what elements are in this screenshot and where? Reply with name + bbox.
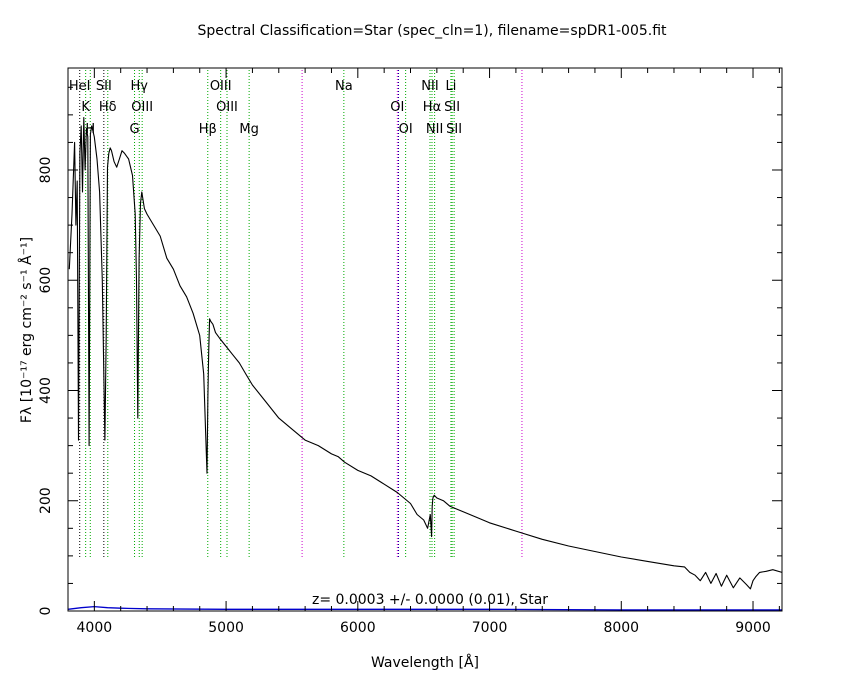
- x-tick-label: 9000: [735, 620, 771, 636]
- x-tick-label: 8000: [603, 620, 639, 636]
- y-tick-label: 800: [38, 157, 54, 184]
- line-label-1: K: [81, 100, 90, 115]
- line-label-10: OIII: [216, 100, 238, 115]
- y-tick-label: 0: [38, 607, 54, 616]
- line-label-17: NII: [426, 122, 443, 137]
- chart-title: Spectral Classification=Star (spec_cln=1…: [197, 23, 667, 39]
- line-label-14: OI: [399, 122, 413, 137]
- line-label-6: Hγ: [131, 79, 149, 94]
- redshift-annotation: z= 0.0003 +/- 0.0000 (0.01), Star: [312, 592, 548, 608]
- line-label-11: Mg: [239, 122, 258, 137]
- line-label-3: SII: [96, 79, 112, 94]
- line-label-20: SII: [446, 122, 462, 137]
- line-label-8: Hβ: [199, 122, 217, 137]
- x-tick-label: 6000: [340, 620, 376, 636]
- line-markers: [79, 70, 523, 558]
- line-label-19: SII: [444, 100, 460, 115]
- line-label-0: HeI: [69, 79, 91, 94]
- series-group: [67, 117, 783, 611]
- line-label-18: Li: [446, 79, 457, 94]
- y-tick-label: 200: [38, 487, 54, 514]
- series-flux: [68, 117, 783, 590]
- x-axis-label: Wavelength [Å]: [371, 654, 479, 671]
- line-label-7: OIII: [131, 100, 153, 115]
- line-label-group: HeIKHSIIHδGHγOIIIHβOIIIOIIIMgNaOIOINIIHα…: [69, 79, 462, 137]
- line-label-12: Na: [335, 79, 353, 94]
- line-label-15: NII: [421, 79, 438, 94]
- y-tick-label: 400: [38, 377, 54, 404]
- y-tick-label: 600: [38, 267, 54, 294]
- x-tick-label: 4000: [77, 620, 113, 636]
- line-label-2: H: [85, 122, 95, 137]
- line-label-4: Hδ: [99, 100, 117, 115]
- x-tick-label: 7000: [472, 620, 508, 636]
- plot-frame: [67, 67, 783, 612]
- x-tick-label: 5000: [208, 620, 244, 636]
- line-label-13: OI: [390, 100, 404, 115]
- line-label-9: OIII: [210, 79, 232, 94]
- line-label-5: G: [129, 122, 139, 137]
- y-axis-label: Fλ [10⁻¹⁷ erg cm⁻² s⁻¹ Å⁻¹]: [18, 237, 35, 423]
- axes-group: 4000 5000 6000 7000 8000 9000 0 200 400 600 800: [38, 68, 782, 636]
- line-label-16: Hα: [423, 100, 441, 115]
- series-error: [67, 605, 782, 611]
